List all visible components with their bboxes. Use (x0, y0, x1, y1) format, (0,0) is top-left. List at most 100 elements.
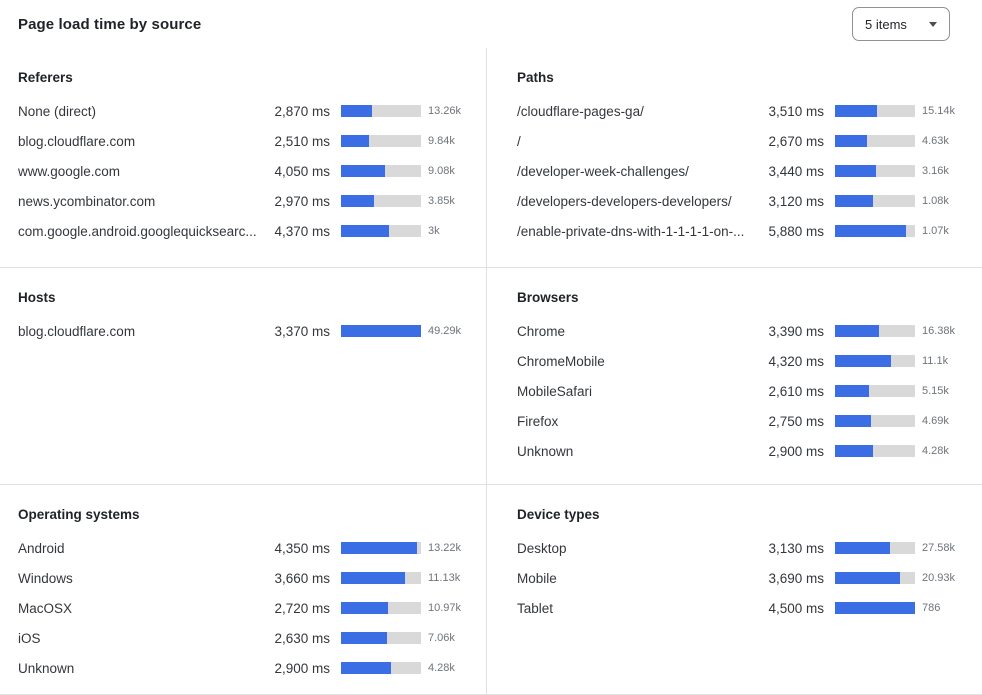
items-count-dropdown[interactable]: 5 items (852, 7, 950, 41)
row-load-time: 2,670 ms (768, 133, 824, 149)
panel-title-device-types: Device types (517, 507, 600, 522)
row-label: /developers-developers-developers/ (517, 193, 732, 209)
row-bar-fill (835, 542, 891, 554)
row-bar-fill (341, 325, 421, 337)
row-count: 13.26k (428, 105, 462, 117)
row-count: 27.58k (922, 542, 956, 554)
row-count: 786 (922, 602, 941, 614)
row-bar-fill (835, 105, 878, 117)
metric-row[interactable]: Unknown 2,900 ms 4.28k (18, 653, 476, 683)
metric-row[interactable]: None (direct) 2,870 ms 13.26k (18, 96, 476, 126)
row-bar-fill (341, 662, 392, 674)
metric-row[interactable]: ChromeMobile 4,320 ms 11.1k (517, 346, 970, 376)
row-load-time: 2,870 ms (274, 103, 330, 119)
panel-title-operating-systems: Operating systems (18, 507, 140, 522)
row-bar-fill (835, 355, 892, 367)
metric-row[interactable]: /cloudflare-pages-ga/3,510 ms 15.14k (517, 96, 970, 126)
row-label: Chrome (517, 323, 566, 339)
row-load-time: 4,350 ms (274, 540, 330, 556)
row-label: ChromeMobile (517, 353, 605, 369)
row-bar (341, 572, 421, 584)
row-label: iOS (18, 630, 41, 646)
metric-row[interactable]: /enable-private-dns-with-1-1-1-1-on-... 5… (517, 216, 970, 246)
row-bar (341, 632, 421, 644)
row-bar (341, 165, 421, 177)
metric-row[interactable]: www.google.com 4,050 ms 9.08k (18, 156, 476, 186)
row-count: 20.93k (922, 572, 956, 584)
items-count-dropdown-value: 5 items (865, 16, 907, 32)
row-label: /developer-week-challenges/ (517, 163, 689, 179)
metric-row[interactable]: Unknown 2,900 ms 4.28k (517, 436, 970, 466)
row-bar (835, 602, 915, 614)
row-count: 9.08k (428, 165, 455, 177)
metric-row[interactable]: Tablet 4,500 ms 786 (517, 593, 970, 623)
panel-hosts: Hosts blog.cloudflare.com 3,370 ms 49.29k (0, 267, 486, 484)
row-bar-fill (835, 572, 901, 584)
metric-row[interactable]: / 2,670 ms 4.63k (517, 126, 970, 156)
metric-row[interactable]: Desktop 3,130 ms 27.58k (517, 533, 970, 563)
metric-row[interactable]: MacOSX 2,720 ms 10.97k (18, 593, 476, 623)
row-load-time: 4,500 ms (768, 600, 824, 616)
row-bar-fill (341, 632, 387, 644)
row-count: 1.08k (922, 195, 949, 207)
row-label: blog.cloudflare.com (18, 133, 136, 149)
row-load-time: 2,630 ms (274, 630, 330, 646)
page-title: Page load time by source (18, 15, 202, 33)
device-types-rows: Desktop 3,130 ms 27.58k Mobile 3,690 ms 20.93… (517, 533, 970, 623)
metric-row[interactable]: iOS 2,630 ms 7.06k (18, 623, 476, 653)
row-count: 4.28k (428, 662, 455, 674)
panels-grid: Referers None (direct) 2,870 ms 13.26k blog… (0, 48, 982, 695)
metric-row[interactable]: /developers-developers-developers/3,120 … (517, 186, 970, 216)
row-count: 10.97k (428, 602, 462, 614)
row-bar (835, 105, 915, 117)
metric-row[interactable]: blog.cloudflare.com 3,370 ms 49.29k (18, 316, 476, 346)
row-count: 3k (428, 225, 440, 237)
row-count: 11.13k (428, 572, 461, 584)
metric-row[interactable]: news.ycombinator.com 2,970 ms 3.85k (18, 186, 476, 216)
panel-operating-systems: Operating systems Android 4,350 ms 13.22k W… (0, 484, 486, 694)
row-load-time: 3,390 ms (768, 323, 824, 339)
row-bar (341, 602, 421, 614)
row-load-time: 4,050 ms (274, 163, 330, 179)
metric-row[interactable]: com.google.android.googlequicksearc... 4,… (18, 216, 476, 246)
row-bar-fill (835, 445, 873, 457)
row-load-time: 3,660 ms (274, 570, 330, 586)
panel-title-browsers: Browsers (517, 290, 579, 305)
row-bar (341, 105, 421, 117)
metric-row[interactable]: Firefox 2,750 ms 4.69k (517, 406, 970, 436)
metric-row[interactable]: MobileSafari 2,610 ms 5.15k (517, 376, 970, 406)
metric-row[interactable]: Android 4,350 ms 13.22k (18, 533, 476, 563)
row-bar (341, 135, 421, 147)
row-count: 15.14k (922, 105, 956, 117)
metric-row[interactable]: blog.cloudflare.com 2,510 ms 9.84k (18, 126, 476, 156)
operating-systems-rows: Android 4,350 ms 13.22k Windows 3,660 ms 11.1… (18, 533, 476, 683)
card-header: Page load time by source 5 items (0, 0, 982, 48)
row-load-time: 2,720 ms (274, 600, 330, 616)
row-bar (341, 662, 421, 674)
row-load-time: 3,440 ms (768, 163, 824, 179)
row-count: 4.69k (922, 415, 949, 427)
row-label: Mobile (517, 570, 557, 586)
row-count: 9.84k (428, 135, 455, 147)
row-bar (835, 542, 915, 554)
row-bar-fill (835, 165, 877, 177)
row-label: / (517, 133, 521, 149)
metric-row[interactable]: Windows 3,660 ms 11.13k (18, 563, 476, 593)
row-load-time: 2,900 ms (274, 660, 330, 676)
metric-row[interactable]: Chrome 3,390 ms 16.38k (517, 316, 970, 346)
row-load-time: 2,750 ms (768, 413, 824, 429)
row-count: 13.22k (428, 542, 462, 554)
row-bar-fill (341, 572, 405, 584)
row-count: 4.63k (922, 135, 949, 147)
row-load-time: 3,370 ms (274, 323, 330, 339)
row-count: 4.28k (922, 445, 949, 457)
metric-row[interactable]: Mobile 3,690 ms 20.93k (517, 563, 970, 593)
panel-title-hosts: Hosts (18, 290, 56, 305)
row-bar-fill (835, 602, 915, 614)
row-label: Android (18, 540, 65, 556)
row-bar (835, 225, 915, 237)
metric-row[interactable]: /developer-week-challenges/3,440 ms 3.16k (517, 156, 970, 186)
row-bar-fill (341, 105, 373, 117)
row-bar-fill (341, 602, 389, 614)
